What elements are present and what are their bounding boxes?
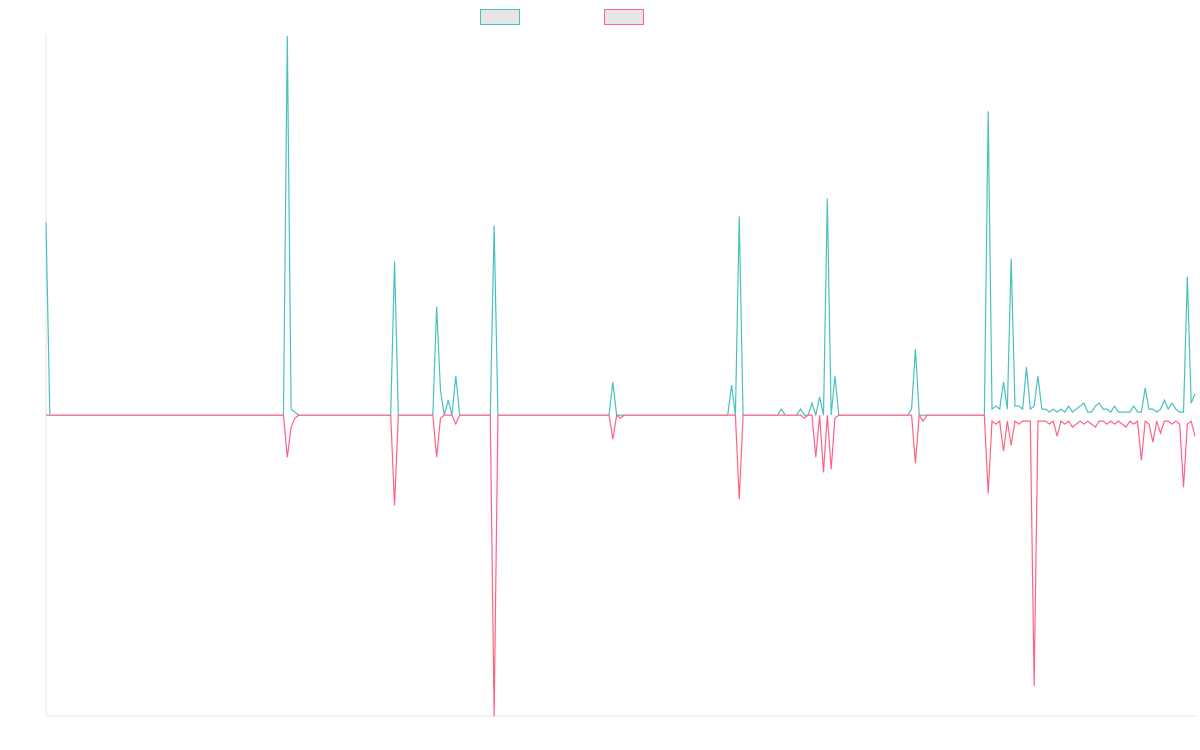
legend-swatch-series-b	[604, 9, 644, 25]
legend-item-series-b[interactable]	[604, 9, 650, 25]
legend-item-series-a[interactable]	[480, 9, 526, 25]
chart-legend	[0, 0, 1200, 34]
series-line-a	[45, 35, 1196, 418]
legend-swatch-series-a	[480, 9, 520, 25]
series-line-b	[46, 413, 1196, 717]
